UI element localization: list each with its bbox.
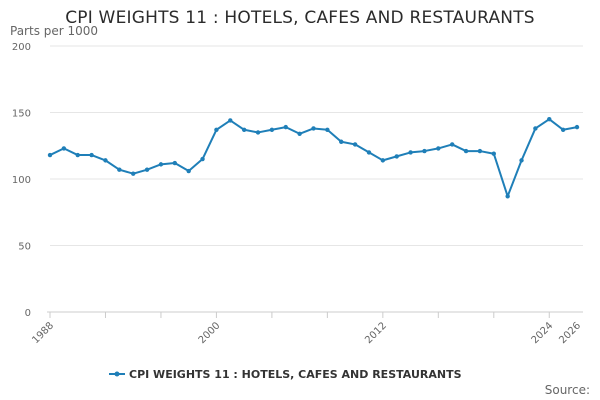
data-point[interactable] <box>47 152 53 158</box>
legend-point-marker <box>114 371 120 377</box>
data-point[interactable] <box>283 124 288 130</box>
data-point[interactable] <box>61 146 67 151</box>
data-point[interactable] <box>117 167 122 172</box>
data-point[interactable] <box>89 152 94 158</box>
data-point[interactable] <box>103 158 108 163</box>
y-tick-label: 150 <box>12 109 31 120</box>
data-point[interactable] <box>214 127 219 132</box>
y-axis-label: Parts per 1000 <box>10 24 99 38</box>
data-point[interactable] <box>574 124 580 130</box>
data-point[interactable] <box>131 171 136 176</box>
legend[interactable]: CPI WEIGHTS 11 : HOTELS, CAFES AND RESTA… <box>109 368 462 381</box>
data-point[interactable] <box>422 148 427 154</box>
x-tick-label: 2000 <box>197 320 223 346</box>
x-tick-label: 2026 <box>557 320 583 346</box>
y-tick-label: 50 <box>18 242 31 253</box>
y-tick-label: 100 <box>12 175 31 186</box>
data-point[interactable] <box>144 167 150 172</box>
data-point[interactable] <box>477 148 483 154</box>
data-point[interactable] <box>352 142 358 147</box>
x-tick-label: 2024 <box>530 320 556 346</box>
data-point[interactable] <box>560 127 566 132</box>
data-point[interactable] <box>228 118 233 123</box>
series-group <box>47 116 580 199</box>
data-point[interactable] <box>394 154 399 159</box>
chart-title: CPI WEIGHTS 11 : HOTELS, CAFES AND RESTA… <box>65 8 535 28</box>
data-point[interactable] <box>408 150 413 155</box>
data-point[interactable] <box>325 127 330 132</box>
y-tick-label: 0 <box>25 308 31 319</box>
data-point[interactable] <box>449 142 455 147</box>
data-point[interactable] <box>463 148 469 154</box>
legend-label[interactable]: CPI WEIGHTS 11 : HOTELS, CAFES AND RESTA… <box>129 368 462 381</box>
series-line <box>49 118 578 198</box>
data-point[interactable] <box>505 194 510 199</box>
data-point[interactable] <box>339 139 344 144</box>
y-axis: 0 50 100 150 200 <box>12 42 31 319</box>
data-point[interactable] <box>158 162 164 167</box>
data-point[interactable] <box>519 158 524 163</box>
data-point[interactable] <box>547 116 552 122</box>
data-point[interactable] <box>269 127 275 132</box>
data-point[interactable] <box>297 131 302 136</box>
data-point[interactable] <box>241 127 247 132</box>
x-axis: 1988 2000 2012 2024 2026 <box>30 311 583 346</box>
data-point[interactable] <box>255 130 261 135</box>
data-point[interactable] <box>311 126 316 131</box>
data-point[interactable] <box>75 152 80 158</box>
y-tick-label: 200 <box>12 42 31 53</box>
data-point[interactable] <box>366 150 372 155</box>
data-point[interactable] <box>491 151 496 156</box>
x-tick-label: 2012 <box>363 320 389 346</box>
source-label: Source: <box>544 383 590 397</box>
x-tick-label: 1988 <box>30 320 56 346</box>
data-point[interactable] <box>186 168 191 174</box>
data-point[interactable] <box>436 146 441 151</box>
data-point[interactable] <box>200 156 205 162</box>
data-point[interactable] <box>172 160 178 166</box>
data-point[interactable] <box>533 126 538 131</box>
data-point[interactable] <box>380 158 386 163</box>
